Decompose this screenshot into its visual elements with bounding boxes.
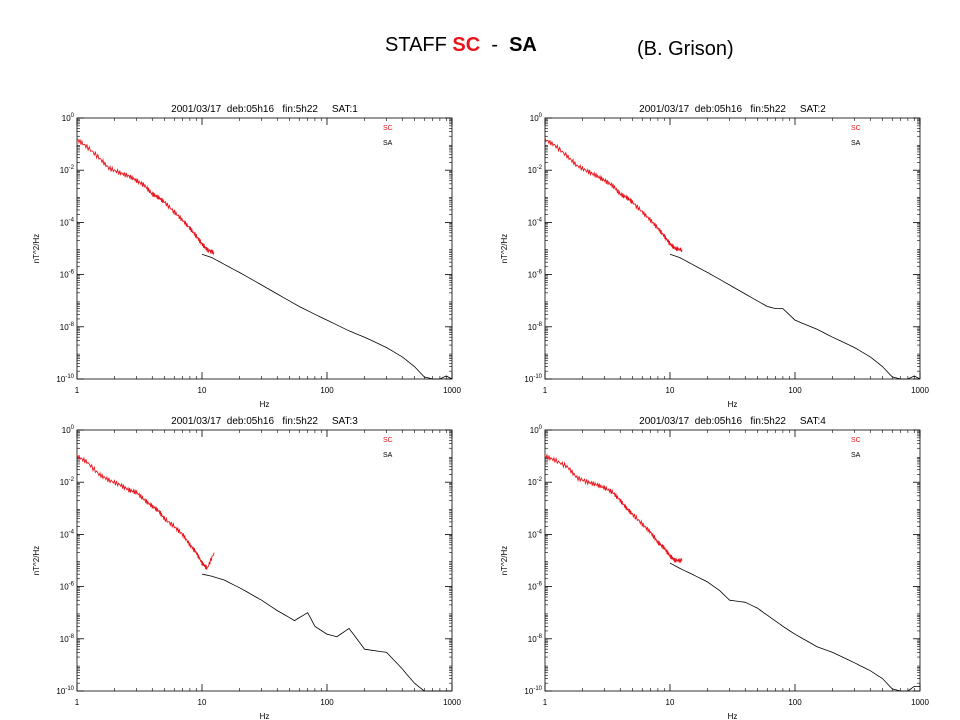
x-tick-label: 1000 [443,386,461,395]
y-axis-label: nT^2/Hz [500,234,509,264]
y-tick-label: 10-8 [60,634,75,644]
x-tick-label: 1 [543,386,548,395]
x-axis-label: Hz [728,712,738,720]
y-tick-label: 10-8 [60,322,75,332]
series-line-sa [201,573,452,692]
y-tick-label: 10-10 [56,374,74,384]
y-tick-label: 10-6 [60,270,75,280]
series-line-sa [201,253,453,380]
series-line-sc [544,453,683,563]
legend-sa: SA [383,140,393,147]
y-axis-label: nT^2/Hz [32,546,41,576]
x-tick-label: 100 [788,698,802,707]
x-tick-label: 10 [198,698,207,707]
plot-frame [76,117,453,380]
title-sc: SC [452,34,481,56]
y-tick-label: 10-2 [60,165,75,175]
legend-sa: SA [851,140,861,147]
legend-sc: SC [383,125,393,132]
x-tick-label: 10 [666,386,675,395]
x-tick-label: 10 [198,386,207,395]
series-line-sa [669,562,920,692]
y-tick-label: 10-2 [528,477,543,487]
chart-title: 2001/03/17 deb:05h16 fin:5h22 SAT:4 [639,416,826,427]
x-tick-label: 100 [320,386,334,395]
y-tick-label: 10-10 [56,686,74,696]
x-tick-label: 1 [75,386,80,395]
series-line-sa [669,253,921,380]
legend-sc: SC [851,437,861,444]
chart-title: 2001/03/17 deb:05h16 fin:5h22 SAT:1 [171,104,358,115]
x-tick-label: 1000 [911,386,929,395]
x-tick-label: 1 [543,698,548,707]
page-title: STAFF SC - SA [385,34,537,57]
plot-frame [76,429,453,692]
legend-sc: SC [851,125,861,132]
plot-frame [544,117,921,380]
title-separator: - [480,34,510,56]
y-tick-label: 100 [530,425,543,435]
chart-panel-4: 2001/03/17 deb:05h16 fin:5h22 SAT:4 1 10 10… [500,416,929,720]
y-tick-label: 10-4 [528,217,543,227]
y-tick-label: 10-10 [524,686,542,696]
title-staff: STAFF [385,34,453,56]
x-axis-label: Hz [260,400,270,409]
y-tick-label: 10-6 [528,270,543,280]
y-tick-label: 10-8 [528,634,543,644]
y-tick-label: 10-6 [528,582,543,592]
series-line-sc [76,138,215,256]
y-tick-label: 100 [62,425,75,435]
series-line-sc [76,453,215,570]
x-tick-label: 1000 [443,698,461,707]
x-tick-label: 100 [320,698,334,707]
x-axis-label: Hz [260,712,270,720]
y-tick-label: 10-2 [528,165,543,175]
y-tick-label: 100 [62,113,75,123]
y-tick-label: 10-4 [528,529,543,539]
title-sa: SA [509,34,537,56]
y-tick-label: 10-4 [60,217,75,227]
y-tick-label: 10-10 [524,374,542,384]
legend-sc: SC [383,437,393,444]
x-tick-label: 100 [788,386,802,395]
chart-panel-2: 2001/03/17 deb:05h16 fin:5h22 SAT:2 1 10 10… [500,104,929,409]
y-tick-label: 10-6 [60,582,75,592]
y-tick-label: 10-4 [60,529,75,539]
x-tick-label: 1000 [911,698,929,707]
y-tick-label: 100 [530,113,543,123]
chart-title: 2001/03/17 deb:05h16 fin:5h22 SAT:3 [171,416,358,427]
y-axis-label: nT^2/Hz [500,546,509,576]
chart-title: 2001/03/17 deb:05h16 fin:5h22 SAT:2 [639,104,826,115]
x-axis-label: Hz [728,400,738,409]
author-credit: (B. Grison) [637,38,734,60]
legend-sa: SA [851,452,861,459]
legend-sa: SA [383,452,393,459]
chart-panel-1: 2001/03/17 deb:05h16 fin:5h22 SAT:1 1 10 10… [32,104,461,409]
y-axis-label: nT^2/Hz [32,234,41,264]
plot-frame [544,429,921,692]
x-tick-label: 1 [75,698,80,707]
chart-panel-3: 2001/03/17 deb:05h16 fin:5h22 SAT:3 1 10 10… [32,416,461,720]
y-tick-label: 10-2 [60,477,75,487]
series-line-sc [544,137,683,253]
y-tick-label: 10-8 [528,322,543,332]
x-tick-label: 10 [666,698,675,707]
